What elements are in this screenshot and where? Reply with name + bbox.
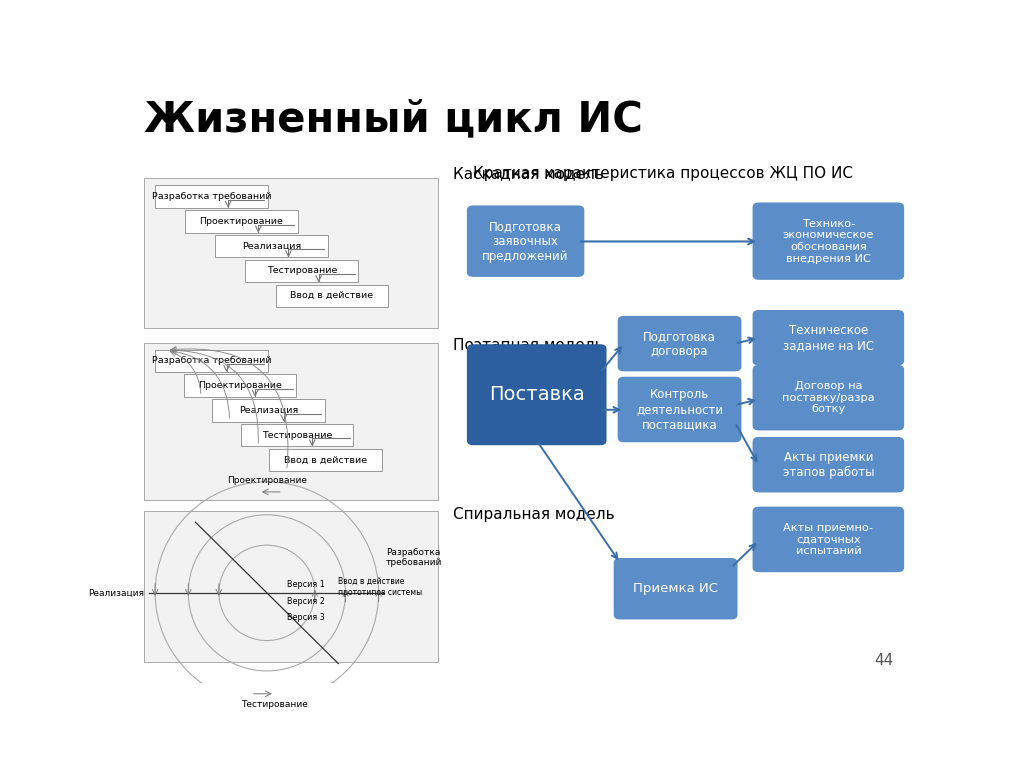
Text: Ввод в действие
прототипов системы: Ввод в действие прототипов системы xyxy=(338,578,423,597)
FancyBboxPatch shape xyxy=(269,449,382,471)
Text: Реализация: Реализация xyxy=(242,242,301,251)
FancyBboxPatch shape xyxy=(155,186,267,208)
FancyBboxPatch shape xyxy=(617,316,741,371)
Text: Поставка: Поставка xyxy=(488,385,585,404)
Text: Технико-
экономическое
обоснования
внедрения ИС: Технико- экономическое обоснования внедр… xyxy=(782,219,874,264)
Text: Приемка ИС: Приемка ИС xyxy=(633,582,718,595)
FancyBboxPatch shape xyxy=(246,260,358,282)
Text: Версия 3: Версия 3 xyxy=(287,613,325,622)
Text: Акты приемно-
сдаточных
испытаний: Акты приемно- сдаточных испытаний xyxy=(783,523,873,556)
FancyBboxPatch shape xyxy=(467,344,606,445)
FancyBboxPatch shape xyxy=(753,507,904,572)
Text: Ввод в действие: Ввод в действие xyxy=(291,291,374,301)
Text: Договор на
поставку/разра
ботку: Договор на поставку/разра ботку xyxy=(782,381,874,414)
FancyBboxPatch shape xyxy=(215,235,328,258)
FancyBboxPatch shape xyxy=(753,365,904,430)
Text: Тестирование: Тестирование xyxy=(242,700,308,709)
FancyBboxPatch shape xyxy=(143,343,437,499)
Text: Версия 1: Версия 1 xyxy=(287,580,325,589)
FancyBboxPatch shape xyxy=(753,202,904,280)
Text: Акты приемки
этапов работы: Акты приемки этапов работы xyxy=(782,451,874,479)
FancyBboxPatch shape xyxy=(155,350,267,372)
FancyBboxPatch shape xyxy=(753,437,904,492)
Text: Разработка требований: Разработка требований xyxy=(152,192,271,201)
Text: Подготовка
договора: Подготовка договора xyxy=(643,330,716,357)
Text: Жизненный цикл ИС: Жизненный цикл ИС xyxy=(143,98,643,140)
Text: Реализация: Реализация xyxy=(239,406,298,415)
FancyBboxPatch shape xyxy=(617,377,741,443)
FancyBboxPatch shape xyxy=(212,399,325,422)
FancyBboxPatch shape xyxy=(753,310,904,366)
Text: Ввод в действие: Ввод в действие xyxy=(284,456,368,465)
FancyBboxPatch shape xyxy=(613,558,737,620)
Text: Проектирование: Проектирование xyxy=(200,217,284,225)
Text: 44: 44 xyxy=(874,653,894,668)
Text: Разработка требований: Разработка требований xyxy=(152,356,271,365)
Text: Версия 2: Версия 2 xyxy=(287,597,325,606)
Text: Спиральная модель: Спиральная модель xyxy=(454,507,615,522)
Text: Подготовка
заявочных
предложений: Подготовка заявочных предложений xyxy=(482,219,569,262)
Text: Поэтапная модель: Поэтапная модель xyxy=(454,337,604,352)
Text: Проектирование: Проектирование xyxy=(198,381,282,390)
Text: Каскадная модель: Каскадная модель xyxy=(454,166,604,181)
FancyBboxPatch shape xyxy=(241,424,353,446)
FancyBboxPatch shape xyxy=(183,374,296,397)
Text: Техническое
задание на ИС: Техническое задание на ИС xyxy=(782,324,873,352)
FancyBboxPatch shape xyxy=(275,285,388,307)
Text: Тестирование: Тестирование xyxy=(266,266,337,275)
Text: Краткая характеристика процессов ЖЦ ПО ИС: Краткая характеристика процессов ЖЦ ПО И… xyxy=(473,166,853,181)
Text: Тестирование: Тестирование xyxy=(262,431,332,439)
FancyBboxPatch shape xyxy=(467,206,585,277)
Text: Реализация: Реализация xyxy=(88,588,143,597)
Text: Контроль
деятельности
поставщика: Контроль деятельности поставщика xyxy=(636,388,723,431)
FancyBboxPatch shape xyxy=(143,178,437,328)
Text: Проектирование: Проектирование xyxy=(227,476,307,485)
FancyBboxPatch shape xyxy=(185,210,298,232)
Text: Разработка
требований: Разработка требований xyxy=(386,548,442,567)
FancyBboxPatch shape xyxy=(143,512,437,662)
